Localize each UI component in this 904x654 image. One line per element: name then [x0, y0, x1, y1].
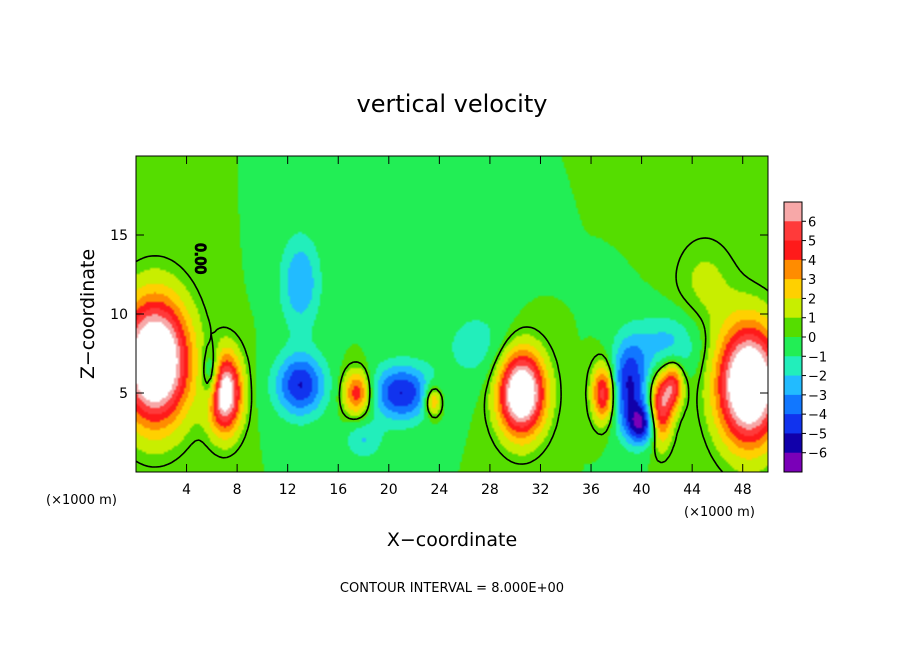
- zero-contours: 0.00: [135, 237, 769, 473]
- x-tick-label: 4: [182, 482, 191, 498]
- colorbar-tick-label: 0: [808, 331, 816, 346]
- colorbar-tick-label: 3: [808, 273, 816, 288]
- x-tick-label: 32: [532, 482, 550, 498]
- x-axis-unit-right: (×1000 m): [684, 505, 755, 520]
- colorbar-tick-label: 1: [808, 312, 816, 327]
- y-axis-label: Z−coordinate: [77, 249, 99, 379]
- x-tick-label: 24: [430, 482, 448, 498]
- colorbar-tick-label: 5: [808, 235, 816, 250]
- x-axis-unit-left: (×1000 m): [46, 493, 117, 508]
- x-tick-label: 16: [329, 482, 347, 498]
- colorbar-tick-label: −1: [808, 350, 827, 365]
- colorbar-swatch: [784, 452, 802, 473]
- y-tick-label: 10: [110, 307, 128, 323]
- chart-title: vertical velocity: [357, 90, 548, 118]
- x-tick-label: 28: [481, 482, 499, 498]
- colorbar-swatch: [784, 240, 802, 261]
- x-tick-label: 20: [380, 482, 398, 498]
- x-tick-label: 48: [734, 482, 752, 498]
- x-tick-label: 40: [633, 482, 651, 498]
- colorbar-swatch: [784, 259, 802, 280]
- x-tick-label: 8: [233, 482, 242, 498]
- colorbar-swatch: [784, 433, 802, 454]
- colorbar-swatch: [784, 298, 802, 319]
- colorbar: 6 5 4 3 2 1 0 −1 −2 −3 −4 −5 −6: [783, 201, 827, 473]
- contour-label: 0.00: [191, 243, 207, 274]
- colorbar-tick-label: −3: [808, 389, 827, 404]
- x-tick-label: 12: [279, 482, 297, 498]
- colorbar-tick-label: −5: [808, 427, 827, 442]
- colorbar-swatch: [784, 202, 802, 222]
- colorbar-tick-label: 4: [808, 254, 816, 269]
- colorbar-swatch: [784, 414, 802, 434]
- y-tick-label: 15: [110, 228, 128, 244]
- x-tick-label: 36: [582, 482, 600, 498]
- colorbar-tick-label: 2: [808, 292, 816, 307]
- contour-path: [135, 237, 769, 473]
- colorbar-swatch: [784, 394, 802, 415]
- colorbar-tick-label: 6: [808, 215, 816, 230]
- colorbar-swatch: [784, 375, 802, 396]
- contour-interval-note: CONTOUR INTERVAL = 8.000E+00: [340, 581, 564, 596]
- colorbar-swatch: [784, 221, 802, 242]
- colorbar-swatch: [784, 356, 802, 377]
- colorbar-swatch: [784, 317, 802, 338]
- x-tick-label: 44: [683, 482, 701, 498]
- heatmap-field: [136, 156, 768, 472]
- colorbar-tick-label: −4: [808, 408, 827, 423]
- colorbar-tick-label: −2: [808, 370, 827, 385]
- y-tick-label: 5: [119, 386, 128, 402]
- colorbar-swatch: [784, 279, 802, 299]
- x-axis-label: X−coordinate: [387, 529, 517, 551]
- x-axis-ticks: 4 8 12 16 20 24 28 32 36 40 44 48: [182, 156, 752, 498]
- y-axis-ticks: 5 10 15: [110, 228, 768, 402]
- colorbar-tick-label: −6: [808, 447, 827, 462]
- colorbar-swatch: [784, 337, 802, 357]
